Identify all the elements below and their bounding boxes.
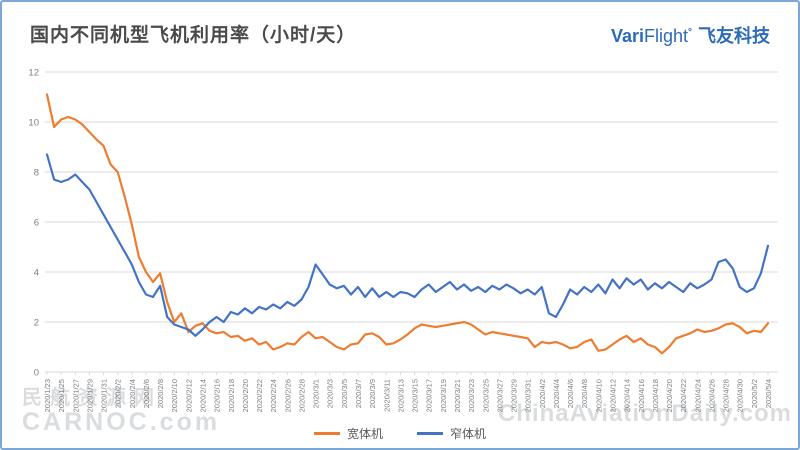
x-axis-tick-label: 2020/2/22: [255, 379, 264, 412]
x-axis-tick-label: 2020/4/2: [538, 379, 547, 408]
watermark-chinaaviationdaily: ChinaAviationDaily.com: [497, 400, 792, 427]
watermark-carnoc-english: CARNOC.com: [22, 408, 221, 436]
watermark-carnoc: 民航资源网 CARNOC.com: [22, 387, 221, 436]
narrowbody-line-swatch: [417, 432, 443, 435]
x-axis-tick-label: 2020/4/18: [651, 379, 660, 412]
x-axis-tick-label: 2020/5/2: [750, 379, 759, 408]
x-axis-tick-label: 2020/3/27: [495, 379, 504, 412]
x-axis-tick-label: 2020/2/28: [297, 379, 306, 412]
x-axis-tick-label: 2020/3/9: [368, 379, 377, 408]
y-axis-tick-label: 0: [34, 368, 39, 379]
x-axis-tick-label: 2020/2/8: [156, 379, 165, 408]
x-axis-tick-label: 2020/4/22: [679, 379, 688, 412]
x-axis-tick-label: 2020/3/23: [467, 379, 476, 412]
x-axis-tick-label: 2020/2/4: [128, 379, 137, 408]
x-axis-tick-label: 2020/4/30: [736, 379, 745, 412]
x-axis-tick-label: 2020/1/27: [71, 379, 80, 412]
x-axis-tick-label: 2020/4/8: [580, 379, 589, 408]
x-axis-tick-label: 2020/4/28: [722, 379, 731, 412]
x-axis-tick-label: 2020/3/5: [340, 379, 349, 408]
chart-legend: 宽体机 窄体机: [2, 425, 798, 442]
x-axis-tick-label: 2020/2/2: [114, 379, 123, 408]
x-axis-tick-label: 2020/1/25: [57, 379, 66, 412]
x-axis-tick-label: 2020/4/10: [594, 379, 603, 412]
x-axis-tick-label: 2020/4/16: [637, 379, 646, 412]
x-axis-tick-label: 2020/1/29: [85, 379, 94, 412]
x-axis-tick-label: 2020/4/26: [707, 379, 716, 412]
x-axis-tick-label: 2020/5/4: [764, 379, 773, 408]
x-axis-tick-label: 2020/3/3: [326, 379, 335, 408]
watermark-carnoc-chinese: 民航资源网: [22, 387, 162, 409]
x-axis-tick-label: 2020/2/6: [142, 379, 151, 408]
x-axis-tick-label: 2020/2/26: [283, 379, 292, 412]
y-axis-tick-label: 4: [34, 268, 39, 279]
legend-item-narrowbody: 窄体机: [417, 425, 486, 442]
x-axis-tick-label: 2020/3/19: [439, 379, 448, 412]
chart-title: 国内不同机型飞机利用率（小时/天）: [30, 25, 357, 46]
series-line-1: [45, 153, 770, 337]
logo-chinese-text: 飞友科技: [698, 26, 770, 46]
x-axis-tick-label: 2020/4/20: [665, 379, 674, 412]
x-axis-tick-label: 2020/2/14: [199, 379, 208, 412]
x-axis-tick-label: 2020/4/4: [552, 379, 561, 408]
x-axis-tick-label: 2020/3/1: [312, 379, 321, 408]
y-axis-tick-label: 12: [28, 68, 39, 79]
variflight-logo: VariFlight° 飞友科技: [611, 22, 770, 48]
x-axis-tick-label: 2020/1/23: [43, 379, 52, 412]
y-axis-tick-label: 2: [34, 318, 39, 329]
y-axis-tick-label: 6: [34, 218, 39, 229]
x-axis-tick-label: 2020/2/18: [227, 379, 236, 412]
series-line-0: [45, 93, 770, 355]
y-axis-tick-label: 8: [34, 168, 39, 179]
legend-item-widebody: 宽体机: [313, 425, 383, 442]
x-axis-tick-label: 2020/4/6: [566, 379, 575, 408]
widebody-line-swatch: [313, 432, 340, 435]
x-axis-tick-label: 2020/2/24: [269, 379, 278, 412]
legend-label-narrowbody: 窄体机: [450, 427, 487, 441]
x-axis-tick-label: 2020/1/31: [100, 379, 109, 412]
logo-flight-text: Flight: [643, 26, 688, 46]
x-axis-tick-label: 2020/4/12: [608, 379, 617, 412]
x-axis-tick-label: 2020/2/16: [213, 379, 222, 412]
x-axis-tick-label: 2020/2/10: [170, 379, 179, 412]
x-axis-tick-label: 2020/3/29: [510, 379, 519, 412]
x-axis-tick-label: 2020/3/7: [354, 379, 363, 408]
y-axis-tick-label: 10: [28, 118, 39, 129]
x-axis-tick-label: 2020/3/25: [481, 379, 490, 412]
logo-vari-text: Vari: [610, 26, 644, 46]
legend-label-widebody: 宽体机: [346, 427, 383, 441]
x-axis-tick-label: 2020/3/15: [411, 379, 420, 412]
x-axis-tick-label: 2020/3/21: [453, 379, 462, 412]
x-axis-tick-label: 2020/4/14: [623, 379, 632, 412]
x-axis-tick-label: 2020/3/17: [425, 379, 434, 412]
x-axis-tick-label: 2020/3/13: [396, 379, 405, 412]
x-axis-tick-label: 2020/2/20: [241, 379, 250, 412]
logo-degree-mark: °: [688, 27, 692, 38]
x-axis-tick-label: 2020/2/12: [184, 379, 193, 412]
x-axis-tick-label: 2020/3/11: [382, 379, 391, 412]
x-axis-tick-label: 2020/4/24: [693, 379, 702, 412]
x-axis-tick-label: 2020/3/31: [524, 379, 533, 412]
